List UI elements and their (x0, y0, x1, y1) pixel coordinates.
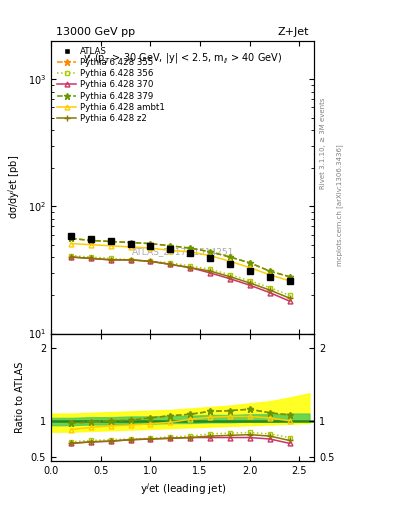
Text: mcplots.cern.ch [arXiv:1306.3436]: mcplots.cern.ch [arXiv:1306.3436] (336, 144, 343, 266)
Text: ATLAS_2017_I1514251: ATLAS_2017_I1514251 (132, 247, 234, 256)
X-axis label: y$^{j}$et (leading jet): y$^{j}$et (leading jet) (140, 481, 226, 497)
Y-axis label: Ratio to ATLAS: Ratio to ATLAS (15, 361, 25, 433)
Y-axis label: dσ/dy$^{j}$et [pb]: dσ/dy$^{j}$et [pb] (7, 155, 22, 219)
Text: Rivet 3.1.10, ≥ 3M events: Rivet 3.1.10, ≥ 3M events (320, 98, 326, 189)
Text: Z+Jet: Z+Jet (277, 27, 309, 36)
Legend: ATLAS, Pythia 6.428 355, Pythia 6.428 356, Pythia 6.428 370, Pythia 6.428 379, P: ATLAS, Pythia 6.428 355, Pythia 6.428 35… (54, 44, 168, 126)
Text: y$^{j}$ (p$_{T}$ > 30 GeV, |y| < 2.5, m$_{ll}$ > 40 GeV): y$^{j}$ (p$_{T}$ > 30 GeV, |y| < 2.5, m$… (83, 50, 282, 66)
Text: 13000 GeV pp: 13000 GeV pp (56, 27, 136, 36)
